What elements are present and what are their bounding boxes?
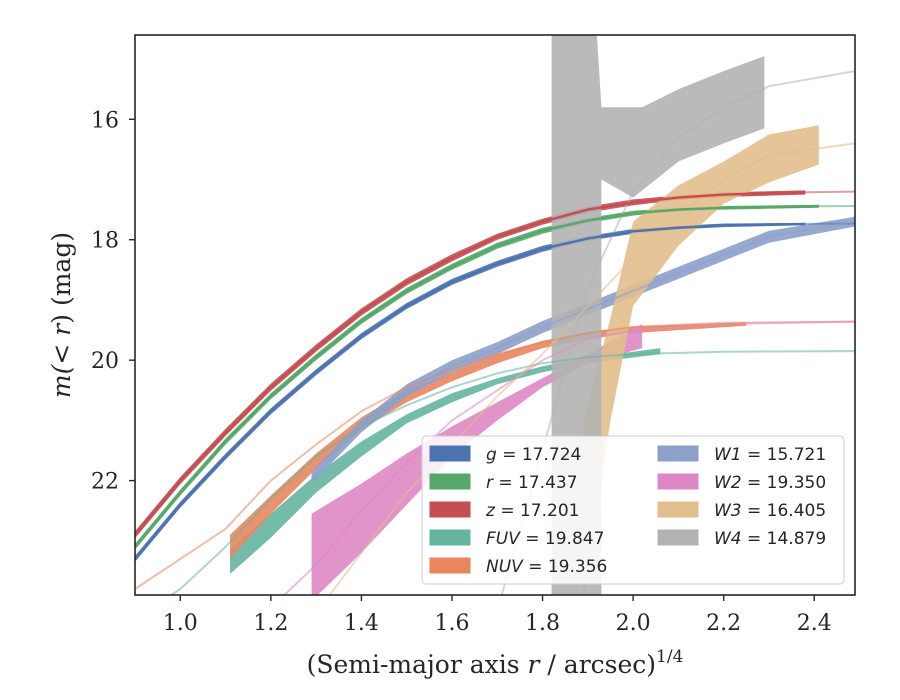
- series-fit-lines: [135, 191, 819, 560]
- x-tick-label: 2.4: [797, 611, 832, 636]
- y-axis-ticks: 16 18 20 22: [91, 108, 135, 495]
- x-axis-ticks: 1.0 1.2 1.4 1.6 1.8 2.0 2.2 2.4: [163, 595, 832, 636]
- legend-item-z: z = 17.201: [429, 501, 579, 521]
- legend-item-w3: W3 = 16.405: [657, 501, 826, 521]
- legend-swatch: [429, 473, 471, 490]
- y-tick-label: 18: [91, 229, 119, 254]
- y-tick-label: 16: [91, 108, 119, 133]
- legend-label: z = 17.201: [485, 501, 579, 521]
- uncertainty-band-nuv: [230, 322, 747, 559]
- y-tick-label: 22: [91, 470, 119, 495]
- model-curve-w1: [310, 220, 855, 479]
- legend-swatch: [657, 473, 699, 490]
- uncertainty-band-w4: [551, 35, 765, 595]
- legend-item-w1: W1 = 15.721: [657, 445, 826, 465]
- x-axis-title: (Semi-major axis r / arcsec)1/4: [307, 647, 684, 679]
- legend-label: NUV = 19.356: [486, 557, 607, 577]
- model-curve-w2: [283, 320, 855, 595]
- x-tick-label: 1.0: [163, 611, 198, 636]
- legend-label: W3 = 16.405: [714, 501, 826, 521]
- legend-item-w2: W2 = 19.350: [657, 473, 826, 493]
- legend-label: r = 17.437: [486, 473, 578, 493]
- legend-item-g: g = 17.724: [429, 445, 581, 465]
- legend: g = 17.724 r = 17.437 z = 17.201 FUV = 19.8…: [421, 435, 845, 585]
- legend-label: g = 17.724: [486, 445, 581, 465]
- legend-item-fuv: FUV = 19.847: [429, 529, 604, 549]
- fit-curve-g: [135, 222, 806, 560]
- x-tick-label: 1.2: [253, 611, 288, 636]
- x-tick-label: 2.2: [706, 611, 741, 636]
- x-tick-label: 1.8: [525, 611, 560, 636]
- fit-curve-z: [135, 191, 806, 536]
- legend-item-r: r = 17.437: [429, 473, 578, 493]
- x-tick-label: 2.0: [616, 611, 651, 636]
- legend-label: W2 = 19.350: [714, 473, 826, 493]
- model-curve-fuv: [169, 350, 855, 595]
- y-axis-title: m(< r) (mag): [47, 232, 76, 398]
- y-tick-label: 20: [91, 349, 119, 374]
- series-bands: [135, 35, 855, 595]
- legend-swatch: [429, 501, 471, 518]
- legend-swatch: [429, 445, 471, 462]
- legend-swatch: [429, 529, 471, 546]
- legend-swatch: [657, 445, 699, 462]
- uncertainty-band-w3: [583, 125, 819, 595]
- legend-label: FUV = 19.847: [486, 529, 604, 549]
- x-tick-label: 1.4: [344, 611, 379, 636]
- legend-label: W1 = 15.721: [714, 445, 826, 465]
- legend-swatch: [657, 501, 699, 518]
- fit-curve-r: [135, 205, 819, 548]
- plot-frame: [134, 34, 856, 596]
- legend-box: [421, 435, 845, 585]
- legend-label: W4 = 14.879: [714, 529, 826, 549]
- legend-swatch: [429, 557, 471, 574]
- model-curve-w4: [500, 70, 855, 595]
- legend-item-w4: W4 = 14.879: [657, 529, 826, 549]
- legend-swatch: [657, 529, 699, 546]
- legend-item-nuv: NUV = 19.356: [429, 557, 607, 577]
- x-tick-label: 1.6: [434, 611, 469, 636]
